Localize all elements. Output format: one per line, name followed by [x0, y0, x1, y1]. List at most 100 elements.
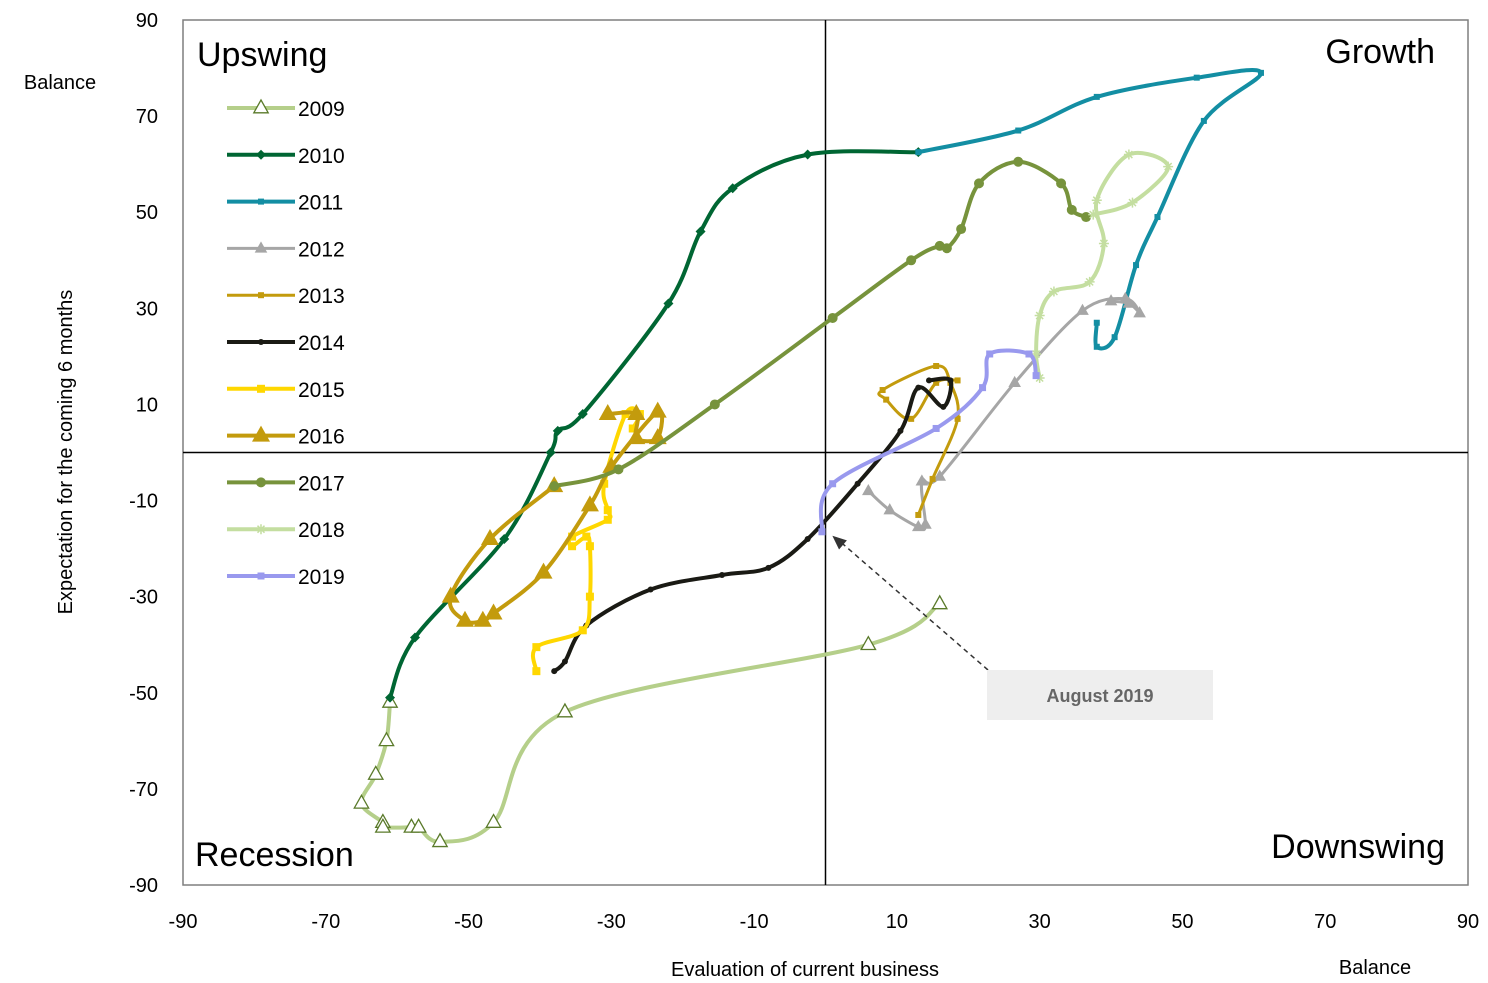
data-point-2017 — [1056, 178, 1067, 189]
series-2017 — [549, 156, 1092, 492]
data-point-2010 — [802, 149, 813, 160]
series-2009 — [353, 594, 949, 848]
data-point-2015 — [585, 592, 594, 601]
x-axis-tick-labels: -90 -70 -50 -30 -10 10 30 50 70 90 — [169, 911, 1480, 933]
data-point-2010 — [577, 409, 588, 420]
data-point-2010 — [663, 298, 674, 309]
data-point-2011 — [1257, 69, 1264, 76]
data-point-2015 — [532, 643, 541, 652]
data-point-2015 — [578, 626, 587, 635]
legend-label: 2014 — [298, 332, 345, 355]
data-point-2016 — [580, 495, 599, 512]
data-point-2017 — [956, 224, 967, 235]
legend-marker — [257, 384, 265, 393]
data-point-2009 — [485, 813, 502, 828]
data-point-2019 — [1025, 350, 1033, 358]
y-tick-label: 30 — [136, 298, 158, 320]
data-point-2010 — [727, 183, 738, 194]
data-point-2017 — [1066, 204, 1077, 215]
legend-label: 2019 — [298, 566, 345, 589]
data-point-2011 — [1200, 117, 1207, 124]
data-point-2012 — [919, 517, 932, 529]
series-line-2010 — [388, 149, 921, 700]
legend-entry-2009: 2009 — [227, 98, 345, 121]
data-point-2013 — [929, 475, 936, 482]
data-point-2014 — [897, 427, 904, 434]
legend-marker — [256, 477, 266, 488]
legend-label: 2015 — [298, 379, 345, 402]
legend-entry-2011: 2011 — [227, 192, 343, 215]
legend-marker — [254, 241, 268, 253]
y-tick-label: 50 — [136, 202, 158, 224]
data-point-2012 — [1076, 303, 1089, 315]
legend-marker — [257, 572, 265, 580]
y-axis-unit: Balance — [24, 72, 96, 94]
x-tick-label: 70 — [1314, 911, 1336, 933]
data-point-2019 — [818, 528, 826, 536]
x-tick-label: -10 — [740, 911, 769, 933]
annotation-label: August 2019 — [1046, 686, 1153, 706]
data-point-2018 — [1084, 276, 1095, 287]
x-tick-label: 50 — [1171, 911, 1193, 933]
data-point-2011 — [1154, 214, 1161, 221]
data-point-2009 — [378, 731, 395, 747]
data-point-2013 — [933, 379, 940, 386]
data-point-2018 — [1091, 195, 1102, 206]
series-layer — [353, 68, 1264, 848]
quadrant-label-downswing: Downswing — [1271, 828, 1445, 866]
quadrant-label-upswing: Upswing — [197, 36, 327, 74]
data-point-2012 — [1008, 375, 1021, 388]
data-point-2013 — [915, 511, 922, 518]
legend: 2009 2010 2011 2012 2013 2014 2015 2016 2017 2018… — [227, 98, 345, 589]
data-point-2011 — [1093, 343, 1100, 350]
data-point-2013 — [879, 387, 886, 394]
data-point-2011 — [1133, 262, 1140, 269]
legend-entry-2016: 2016 — [227, 425, 345, 449]
quadrant-divider-lines — [183, 20, 1468, 885]
legend-label: 2011 — [298, 192, 343, 215]
data-point-2017 — [549, 481, 560, 492]
data-point-2013 — [954, 415, 961, 422]
data-point-2017 — [1081, 212, 1092, 223]
y-tick-label: 10 — [136, 394, 158, 416]
data-point-2009 — [353, 793, 370, 809]
data-point-2009 — [367, 765, 385, 780]
data-point-2019 — [986, 350, 994, 358]
y-axis-tick-labels: 90 70 50 30 10 -10 -30 -50 -70 -90 — [129, 10, 158, 897]
data-point-2015 — [585, 542, 594, 551]
data-point-2015 — [532, 667, 541, 676]
x-tick-label: 90 — [1457, 911, 1479, 933]
data-point-2010 — [385, 692, 396, 703]
data-point-2018 — [1031, 348, 1042, 359]
y-tick-label: -50 — [129, 683, 158, 705]
annotation-august-2019: August 2019 — [832, 535, 1213, 720]
data-point-2018 — [1048, 286, 1059, 297]
series-2018 — [1031, 149, 1174, 384]
data-point-2010 — [695, 226, 706, 237]
annotation-arrow-head — [832, 535, 847, 550]
data-point-2011 — [1193, 74, 1200, 81]
data-point-2018 — [1088, 209, 1099, 220]
data-point-2016 — [627, 404, 646, 421]
y-tick-label: -90 — [129, 875, 158, 897]
data-point-2016 — [455, 610, 474, 627]
data-point-2015 — [600, 479, 609, 488]
data-point-2013 — [933, 363, 940, 369]
data-point-2009 — [431, 832, 449, 848]
data-point-2009 — [860, 635, 877, 651]
data-point-2018 — [1034, 310, 1045, 321]
data-point-2014 — [940, 403, 947, 410]
legend-label: 2009 — [298, 98, 345, 121]
data-point-2016 — [598, 404, 617, 421]
x-tick-label: -50 — [454, 911, 483, 933]
legend-label: 2013 — [298, 285, 345, 308]
data-point-2010 — [545, 447, 556, 458]
data-point-2013 — [908, 415, 915, 422]
legend-marker — [252, 98, 270, 114]
data-point-2017 — [613, 464, 624, 475]
legend-marker — [256, 149, 266, 160]
data-point-2019 — [829, 480, 837, 488]
series-line-2013 — [877, 364, 960, 517]
legend-entry-2019: 2019 — [227, 566, 345, 589]
data-point-2017 — [1013, 156, 1024, 167]
